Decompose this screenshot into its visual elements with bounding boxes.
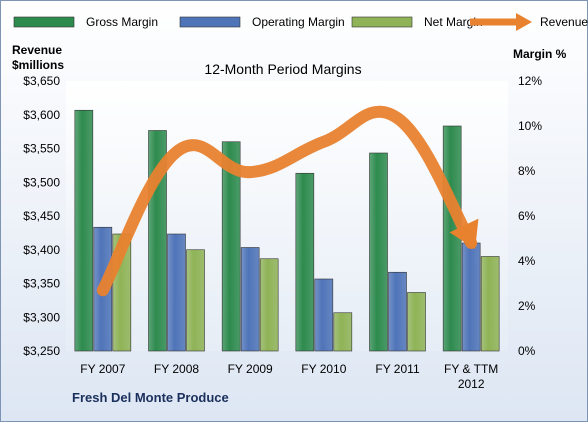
left-tick-label: $3,500 [23, 175, 60, 189]
left-axis: $3,250 $3,300 $3,350 $3,400 $3,450 $3,500 $3,5… [23, 74, 60, 358]
right-axis: 0% 2% 4% 6% 8% 10% 12% [518, 74, 542, 358]
bar-gross-margin [442, 125, 462, 352]
legend-label: Gross Margin [86, 15, 158, 29]
legend-swatch [351, 16, 413, 28]
bar-gross-margin [74, 109, 94, 352]
right-axis-label: Margin % [513, 47, 567, 61]
right-tick-label: 4% [518, 254, 536, 268]
left-tick-label: $3,400 [23, 243, 60, 257]
bar-net-margin [333, 312, 353, 352]
legend-swatch [179, 16, 241, 28]
category-label: FY & TTM [444, 362, 498, 376]
left-tick-label: $3,450 [23, 209, 60, 223]
left-axis-label-line2: $millions [12, 58, 64, 72]
legend-label: Net Margin [424, 15, 483, 29]
bar-gross-margin [295, 172, 315, 352]
right-tick-label: 10% [518, 119, 542, 133]
right-tick-label: 0% [518, 344, 536, 358]
bar-operating-margin [167, 233, 186, 352]
category-label: FY 2009 [228, 362, 273, 376]
right-tick-label: 2% [518, 299, 536, 313]
bar-net-margin [186, 249, 205, 352]
category-labels: FY 2007 FY 2008 FY 2009 FY 2010 FY 2011 FY & … [80, 362, 498, 391]
category-label: 2012 [458, 377, 485, 391]
legend-label: Operating Margin [252, 15, 345, 29]
legend-arrowhead [516, 13, 532, 31]
left-tick-label: $3,250 [23, 344, 60, 358]
bar-net-margin [480, 256, 500, 352]
category-label: FY 2011 [375, 362, 420, 376]
category-label: FY 2010 [301, 362, 346, 376]
bar-operating-margin [240, 247, 260, 352]
left-tick-label: $3,350 [23, 277, 60, 291]
left-axis-label-line1: Revenue [12, 43, 62, 57]
revenue-arrowhead [449, 218, 479, 249]
right-tick-label: 6% [518, 209, 536, 223]
category-label: FY 2008 [154, 362, 199, 376]
bar-gross-margin [221, 141, 241, 352]
right-tick-label: 8% [518, 164, 536, 178]
bar-net-margin [407, 292, 426, 352]
bar-gross-margin [369, 152, 388, 352]
legend-swatch [13, 16, 75, 28]
revenue-series [96, 105, 479, 297]
legend: Gross Margin Operating Margin Net Margin Re… [13, 13, 588, 31]
left-tick-label: $3,550 [23, 142, 60, 156]
bar-operating-margin [461, 242, 481, 352]
company-label: Fresh Del Monte Produce [72, 390, 229, 405]
bar-net-margin [259, 258, 279, 352]
left-tick-label: $3,650 [23, 74, 60, 88]
legend-label: Revenues [540, 15, 588, 29]
category-label: FY 2007 [80, 362, 125, 376]
left-tick-label: $3,300 [23, 310, 60, 324]
chart-title: 12-Month Period Margins [204, 61, 361, 77]
bars [74, 109, 500, 352]
bar-operating-margin [314, 278, 334, 352]
left-tick-label: $3,600 [23, 108, 60, 122]
bar-operating-margin [388, 271, 407, 352]
revenue-line [96, 105, 478, 297]
right-tick-label: 12% [518, 74, 542, 88]
